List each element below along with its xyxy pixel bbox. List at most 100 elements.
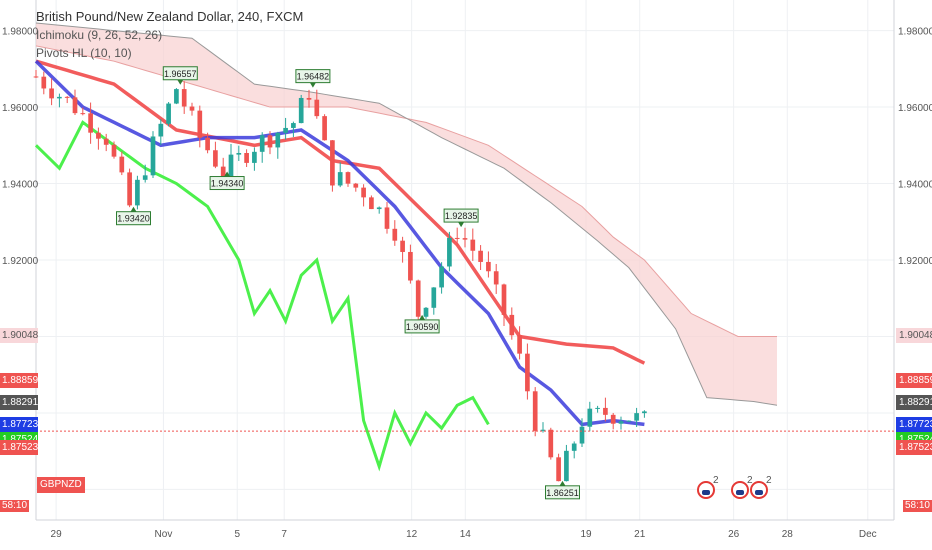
pivot-label: 1.86251 xyxy=(546,488,579,498)
candle-body xyxy=(49,88,54,99)
candle-body xyxy=(478,250,483,262)
candle-body xyxy=(493,271,499,285)
candle-body xyxy=(197,110,203,138)
right-price-tag: 1.90048 xyxy=(896,327,932,343)
left-price-tag: 1.88291 xyxy=(0,394,39,410)
economic-event-icon[interactable] xyxy=(697,481,715,499)
candle-body xyxy=(595,407,600,409)
left-price-tag: 1.90048 xyxy=(0,327,39,343)
candle-body xyxy=(174,89,179,104)
right-price-tag: 1.87723 xyxy=(896,416,932,432)
candle-body xyxy=(103,138,109,145)
pivot-label: 1.96482 xyxy=(297,72,330,82)
candle-body xyxy=(158,123,164,137)
candle-body xyxy=(642,411,647,414)
right-price-tag: 1.88859 xyxy=(896,373,932,389)
x-tick-label: 14 xyxy=(460,529,472,540)
candle-body xyxy=(610,414,616,424)
candle-body xyxy=(181,89,187,107)
candle-body xyxy=(205,137,210,151)
candle-body xyxy=(189,106,195,111)
candle-body xyxy=(275,132,281,148)
pivot-pointer xyxy=(419,314,426,320)
x-tick-label: 28 xyxy=(782,529,794,540)
economic-event-icon[interactable] xyxy=(750,481,768,499)
x-tick-label: Nov xyxy=(155,529,173,540)
candle-body xyxy=(509,314,515,336)
y-tick-label-right: 1.94000 xyxy=(898,180,932,191)
countdown-left: 58:10 xyxy=(0,500,30,512)
chart-header: British Pound/New Zealand Dollar, 240, F… xyxy=(36,8,303,62)
candle-body xyxy=(361,187,366,198)
x-tick-label: 5 xyxy=(234,529,240,540)
y-tick-label-right: 1.92000 xyxy=(898,256,932,267)
candle-body xyxy=(330,140,335,186)
x-tick-label: 26 xyxy=(728,529,740,540)
candle-body xyxy=(439,266,444,288)
pivot-pointer xyxy=(130,206,137,212)
candle-body xyxy=(376,207,382,210)
candle-body xyxy=(228,154,234,178)
candle-body xyxy=(462,238,468,240)
candle-body xyxy=(618,421,624,424)
candle-body xyxy=(571,443,577,451)
candle-body xyxy=(252,151,257,163)
x-tick-label: 12 xyxy=(406,529,418,540)
candle-body xyxy=(470,239,476,251)
candle-body xyxy=(337,172,343,186)
candle-body xyxy=(80,113,86,115)
candle-body xyxy=(423,307,429,317)
candle-body xyxy=(57,96,62,99)
candle-body xyxy=(447,237,452,267)
candle-body xyxy=(517,335,522,354)
left-price-tag: 1.87523 xyxy=(0,440,39,456)
ichimoku-legend[interactable]: Ichimoku (9, 26, 52, 26) xyxy=(36,28,163,42)
candle-body xyxy=(119,156,125,173)
candle-body xyxy=(267,135,273,148)
candle-body xyxy=(259,135,265,152)
chart-title: British Pound/New Zealand Dollar, 240, F… xyxy=(36,9,304,24)
y-tick-label-right: 1.96000 xyxy=(898,103,932,114)
candle-body xyxy=(540,429,546,431)
candle-body xyxy=(291,123,296,128)
right-price-tag: 1.88291 xyxy=(896,394,932,410)
pivot-label: 1.93420 xyxy=(117,214,150,224)
pivots-legend[interactable]: Pivots HL (10, 10) xyxy=(36,46,132,60)
candle-body xyxy=(41,76,47,89)
pivot-label: 1.94340 xyxy=(211,179,244,189)
candle-body xyxy=(166,103,171,124)
candle-body xyxy=(72,97,78,114)
candle-body xyxy=(587,408,593,427)
x-tick-label: Dec xyxy=(859,529,877,540)
economic-event-icon[interactable] xyxy=(731,481,749,499)
y-tick-label-right: 1.98000 xyxy=(898,27,932,38)
tenkan-sen xyxy=(34,59,645,427)
candle-body xyxy=(64,96,70,98)
ichimoku-cloud xyxy=(36,22,777,406)
pivot-pointer xyxy=(177,79,184,85)
pivot-pointer xyxy=(559,480,566,486)
candle-body xyxy=(603,407,608,415)
candle-body xyxy=(88,113,93,133)
candle-body xyxy=(220,166,226,178)
countdown-right: 58:10 xyxy=(902,500,932,512)
candle-body xyxy=(236,153,242,155)
y-tick-label-left: 1.92000 xyxy=(2,256,39,267)
candle-body xyxy=(400,240,405,252)
candle-body xyxy=(142,175,148,180)
candle-body xyxy=(626,420,632,422)
candle-body xyxy=(127,172,132,206)
y-tick-label-left: 1.94000 xyxy=(2,180,39,191)
senkou-span-b xyxy=(35,22,778,406)
candle-body xyxy=(369,197,374,210)
pivot-pointer xyxy=(224,171,231,177)
candle-body xyxy=(384,207,390,229)
candle-body xyxy=(283,127,288,133)
candle-body xyxy=(392,228,398,241)
event-count: 2 xyxy=(747,475,753,486)
y-tick-label-left: 1.98000 xyxy=(2,27,39,38)
pivot-label: 1.96557 xyxy=(164,69,197,79)
kijun-sen xyxy=(35,59,646,365)
pivot-pointer xyxy=(309,82,316,88)
